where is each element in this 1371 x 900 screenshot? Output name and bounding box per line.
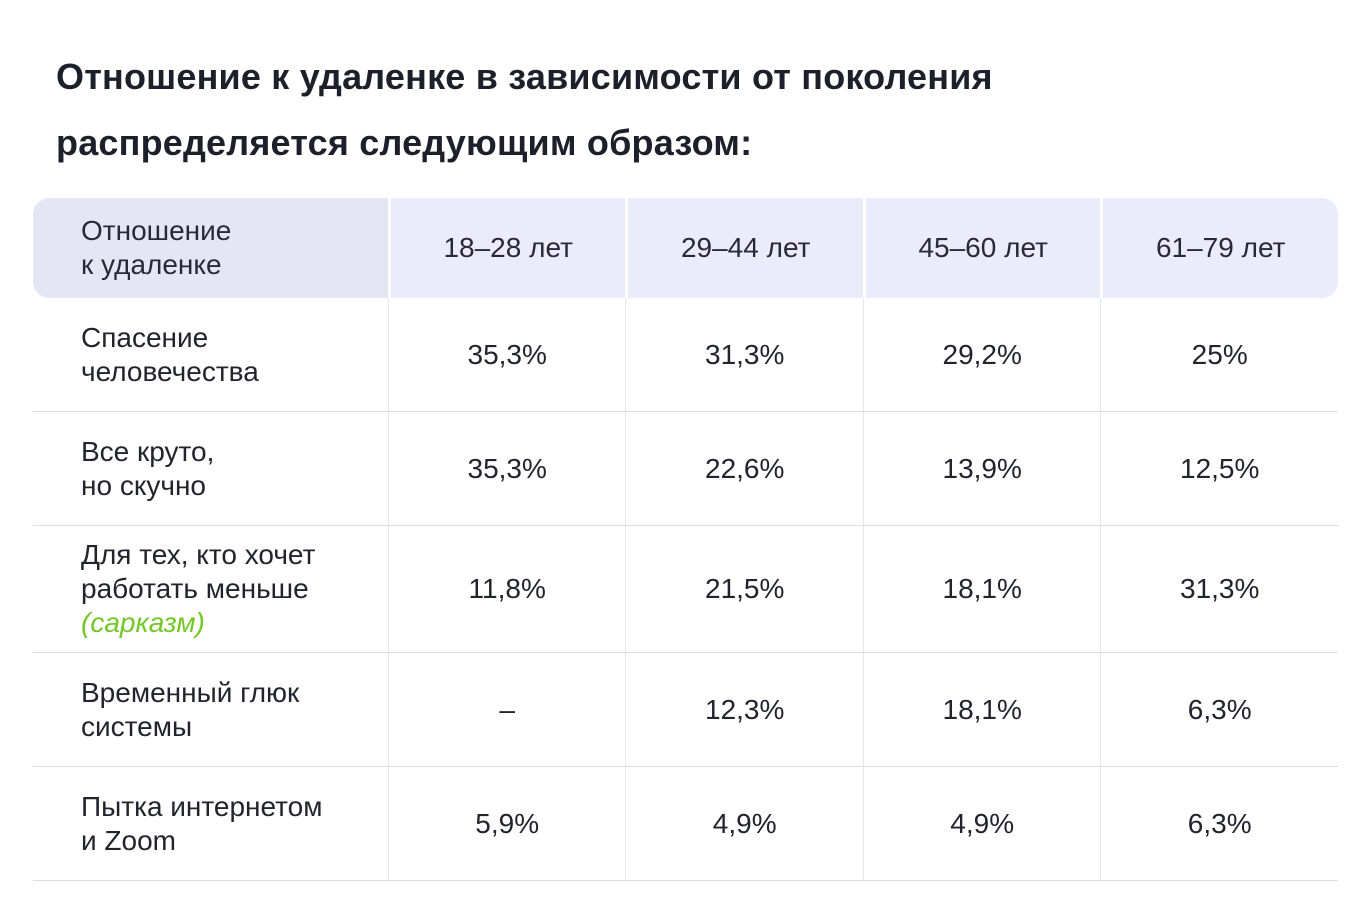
row-label-line: Временный глюк: [81, 676, 300, 708]
row-label-line: и Zoom: [81, 824, 176, 856]
cell-value: 35,3%: [387, 298, 626, 411]
row-label-line: человечества: [81, 355, 259, 387]
row-label: Для тех, кто хочет работать меньше (сарк…: [33, 526, 388, 652]
row-label-line: работать меньше: [81, 573, 309, 604]
table-row: Все круто, но скучно 35,3% 22,6% 13,9% 1…: [33, 412, 1338, 526]
cell-value: 22,6%: [625, 412, 863, 525]
cell-value: 35,3%: [387, 412, 626, 525]
cell-value: 6,3%: [1100, 767, 1338, 880]
title-line-2: распределяется следующим образом:: [56, 122, 753, 163]
header-cell-age-29-44: 29–44 лет: [625, 198, 863, 298]
table-row: Для тех, кто хочет работать меньше (сарк…: [33, 526, 1338, 653]
cell-value: 13,9%: [862, 412, 1101, 525]
row-label-sarcasm-note: (сарказм): [81, 607, 205, 638]
row-label: Спасение человечества: [33, 298, 388, 411]
cell-value: –: [387, 653, 626, 766]
cell-value: 21,5%: [625, 526, 863, 652]
row-label-line: системы: [81, 710, 193, 742]
table-row: Пытка интернетом и Zoom 5,9% 4,9% 4,9% 6…: [33, 767, 1338, 881]
header-attitude-line-2: к удаленке: [81, 249, 222, 280]
header-cell-age-61-79: 61–79 лет: [1100, 198, 1338, 298]
cell-value: 25%: [1100, 298, 1338, 411]
row-label-line: но скучно: [81, 469, 207, 501]
cell-value: 29,2%: [862, 298, 1101, 411]
table-row: Временный глюк системы – 12,3% 18,1% 6,3…: [33, 653, 1338, 767]
header-cell-age-18-28: 18–28 лет: [387, 198, 626, 298]
row-label: Временный глюк системы: [33, 653, 388, 766]
header-cell-attitude: Отношение к удаленке: [33, 198, 388, 298]
cell-value: 12,3%: [625, 653, 863, 766]
cell-value: 6,3%: [1100, 653, 1338, 766]
cell-value: 18,1%: [862, 526, 1101, 652]
cell-value: 12,5%: [1100, 412, 1338, 525]
header-cell-age-45-60: 45–60 лет: [862, 198, 1101, 298]
page: Отношение к удаленке в зависимости от по…: [0, 44, 1371, 900]
row-label-line: Спасение: [81, 321, 209, 353]
cell-value: 4,9%: [862, 767, 1101, 880]
cell-value: 31,3%: [1100, 526, 1338, 652]
header-attitude-line-1: Отношение: [81, 215, 232, 246]
table-row: Спасение человечества 35,3% 31,3% 29,2% …: [33, 298, 1338, 412]
cell-value: 4,9%: [625, 767, 863, 880]
cell-value: 11,8%: [387, 526, 626, 652]
title-line-1: Отношение к удаленке в зависимости от по…: [56, 56, 993, 97]
cell-value: 18,1%: [862, 653, 1101, 766]
page-title: Отношение к удаленке в зависимости от по…: [56, 44, 1331, 176]
row-label-line: Пытка интернетом: [81, 790, 323, 822]
table-header-row: Отношение к удаленке 18–28 лет 29–44 лет…: [33, 198, 1338, 298]
cell-value: 31,3%: [625, 298, 863, 411]
row-label-line: Все круто,: [81, 435, 215, 467]
row-label-line: Для тех, кто хочет: [81, 539, 316, 570]
row-label: Все круто, но скучно: [33, 412, 388, 525]
generation-attitude-table: Отношение к удаленке 18–28 лет 29–44 лет…: [33, 198, 1338, 881]
row-label: Пытка интернетом и Zoom: [33, 767, 388, 880]
cell-value: 5,9%: [387, 767, 626, 880]
